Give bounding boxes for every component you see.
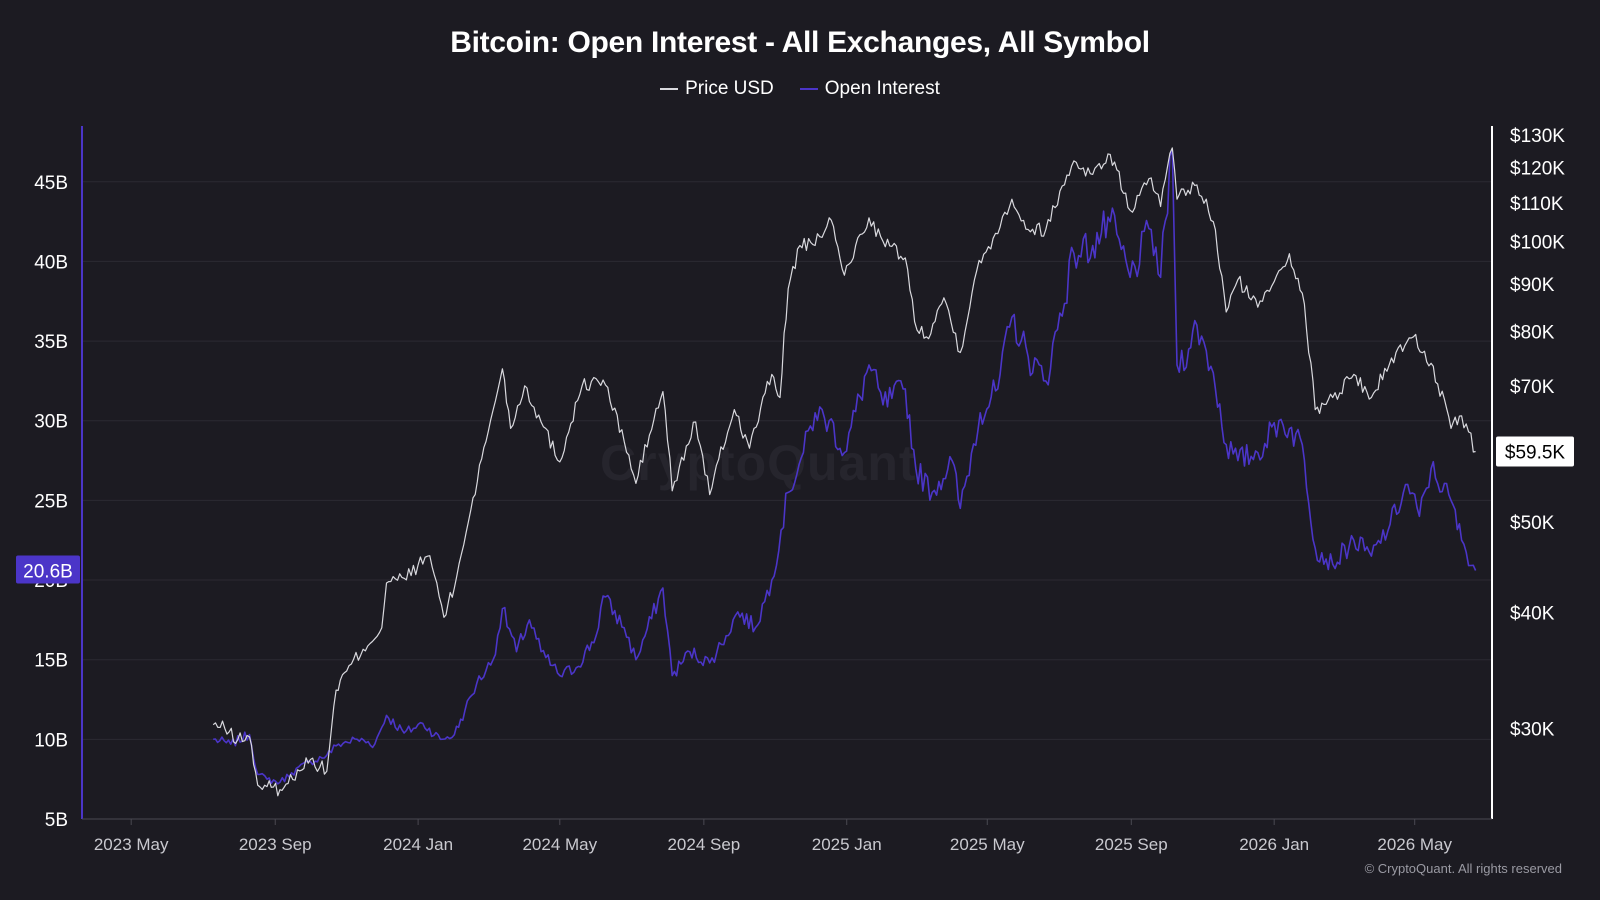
oi-current-label: 20.6B	[23, 561, 73, 582]
watermark: CryptoQuant	[600, 435, 917, 491]
series-line-price-usd	[212, 147, 1476, 797]
legend-item-price[interactable]: Price USD	[660, 78, 774, 100]
left-tick-label-25B: 25B	[34, 491, 68, 512]
oi-current-badge	[16, 555, 80, 584]
chart-title: Bitcoin: Open Interest - All Exchanges, …	[450, 26, 1150, 59]
left-tick-label-35B: 35B	[34, 332, 68, 353]
right-tick-label-$80K: $80K	[1510, 323, 1555, 344]
right-tick-label-$40K: $40K	[1510, 603, 1555, 624]
x-tick-label-2: 2024 Jan	[383, 835, 453, 854]
right-tick-label-$120K: $120K	[1510, 159, 1565, 180]
price-current-label: $59.5K	[1505, 443, 1566, 464]
legend-label-price: Price USD	[685, 78, 774, 99]
legend-swatch-open-interest	[799, 88, 818, 90]
right-tick-label-$110K: $110K	[1510, 194, 1564, 215]
left-tick-label-5B: 5B	[45, 810, 68, 831]
right-tick-label-$100K: $100K	[1510, 232, 1565, 253]
x-tick-label-1: 2023 Sep	[239, 835, 312, 854]
legend-item-open-interest[interactable]: Open Interest	[799, 78, 940, 100]
x-tick-label-0: 2023 May	[94, 835, 169, 854]
x-tick-label-8: 2026 Jan	[1239, 835, 1309, 854]
legend-swatch-price	[660, 88, 679, 90]
copyright-text: © CryptoQuant. All rights reserved	[1364, 861, 1562, 876]
left-tick-label-15B: 15B	[34, 651, 68, 672]
price-current-badge	[1496, 436, 1574, 467]
right-tick-label-$50K: $50K	[1510, 513, 1555, 534]
left-tick-label-10B: 10B	[34, 730, 68, 751]
left-tick-label-45B: 45B	[34, 173, 68, 194]
right-tick-label-$130K: $130K	[1510, 126, 1565, 147]
x-tick-label-4: 2024 Sep	[667, 835, 740, 854]
right-tick-label-$30K: $30K	[1510, 720, 1555, 741]
series-line-open-interest	[213, 149, 1477, 785]
x-tick-label-5: 2025 Jan	[812, 835, 882, 854]
legend: Price USD Open Interest	[0, 78, 1600, 100]
legend-label-open-interest: Open Interest	[824, 78, 940, 99]
right-tick-label-$90K: $90K	[1510, 275, 1555, 296]
x-tick-label-6: 2025 May	[950, 835, 1025, 854]
left-tick-label-40B: 40B	[34, 252, 68, 273]
x-tick-label-3: 2024 May	[522, 835, 597, 854]
x-tick-label-9: 2026 May	[1377, 835, 1452, 854]
x-tick-label-7: 2025 Sep	[1095, 835, 1168, 854]
right-tick-label-$70K: $70K	[1510, 377, 1555, 398]
left-tick-label-30B: 30B	[34, 412, 68, 433]
